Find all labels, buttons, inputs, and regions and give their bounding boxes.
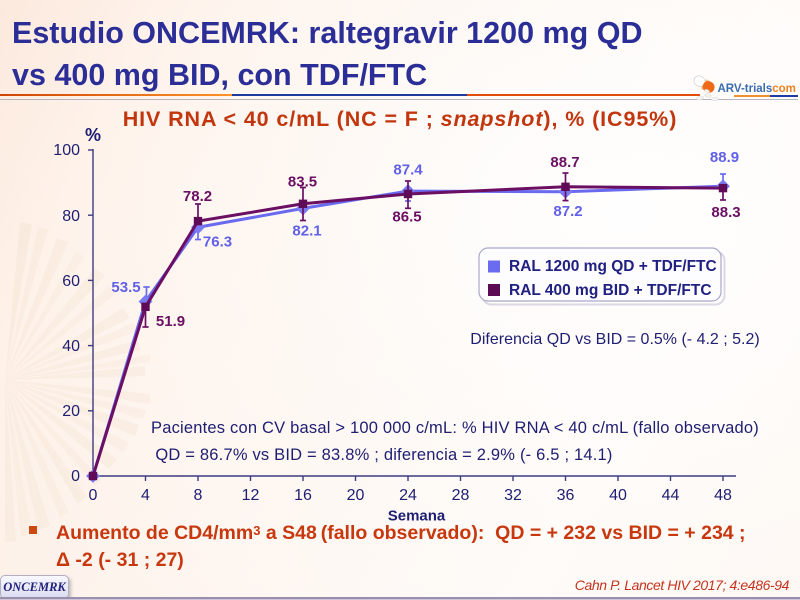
svg-text:12: 12 (242, 487, 260, 504)
svg-text:0: 0 (89, 487, 98, 504)
svg-text:RAL 400 mg BID + TDF/FTC: RAL 400 mg BID + TDF/FTC (509, 282, 712, 299)
svg-text:78.2: 78.2 (183, 188, 212, 205)
svg-text:100: 100 (53, 142, 80, 159)
svg-text:20: 20 (62, 403, 80, 420)
svg-text:24: 24 (399, 487, 417, 504)
svg-text:Semana: Semana (388, 508, 446, 525)
svg-text:48: 48 (714, 487, 732, 504)
svg-text:53.5: 53.5 (111, 279, 140, 296)
svg-text:36: 36 (557, 487, 575, 504)
svg-text:82.1: 82.1 (292, 223, 321, 240)
svg-text:4: 4 (141, 487, 150, 504)
svg-text:88.9: 88.9 (710, 149, 739, 166)
svg-text:28: 28 (452, 487, 470, 504)
svg-text:40: 40 (62, 338, 80, 355)
svg-text:16: 16 (294, 487, 312, 504)
svg-text:76.3: 76.3 (203, 234, 232, 251)
svg-text:32: 32 (504, 487, 522, 504)
svg-text:0: 0 (71, 468, 80, 485)
svg-text:20: 20 (347, 487, 365, 504)
svg-text:51.9: 51.9 (156, 313, 185, 330)
svg-text:44: 44 (662, 487, 680, 504)
svg-text:87.4: 87.4 (393, 162, 423, 179)
svg-text:87.2: 87.2 (553, 203, 582, 220)
svg-text:83.5: 83.5 (288, 174, 317, 191)
svg-text:Pacientes con CV basal > 100 0: Pacientes con CV basal > 100 000 c/mL: %… (151, 419, 759, 437)
svg-text:40: 40 (609, 487, 627, 504)
svg-text:80: 80 (62, 208, 80, 225)
svg-text:RAL 1200 mg QD + TDF/FTC: RAL 1200 mg QD + TDF/FTC (509, 258, 717, 275)
svg-text:QD = 86.7% vs BID = 83.8% ; di: QD = 86.7% vs BID = 83.8% ; diferencia =… (155, 446, 612, 464)
svg-text:88.3: 88.3 (711, 204, 740, 221)
svg-text:86.5: 86.5 (392, 209, 421, 226)
svg-text:88.7: 88.7 (550, 154, 579, 171)
svg-text:ARV-trialscom: ARV-trialscom (718, 83, 796, 95)
svg-text:60: 60 (62, 273, 80, 290)
svg-text:8: 8 (194, 487, 203, 504)
svg-text:Diferencia QD vs BID = 0.5% (-: Diferencia QD vs BID = 0.5% (- 4.2 ; 5.2… (470, 331, 759, 348)
svg-text:%: % (85, 125, 101, 145)
